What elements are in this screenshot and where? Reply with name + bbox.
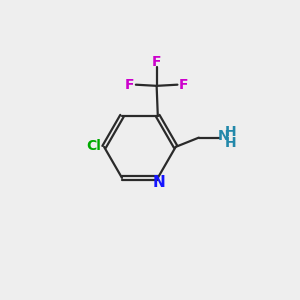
- Text: F: F: [152, 55, 161, 69]
- Text: Cl: Cl: [86, 139, 101, 153]
- Text: F: F: [179, 78, 189, 92]
- Text: H: H: [225, 125, 236, 139]
- Text: N: N: [218, 130, 230, 143]
- Text: N: N: [153, 175, 165, 190]
- Text: F: F: [124, 78, 134, 92]
- Text: H: H: [225, 136, 236, 150]
